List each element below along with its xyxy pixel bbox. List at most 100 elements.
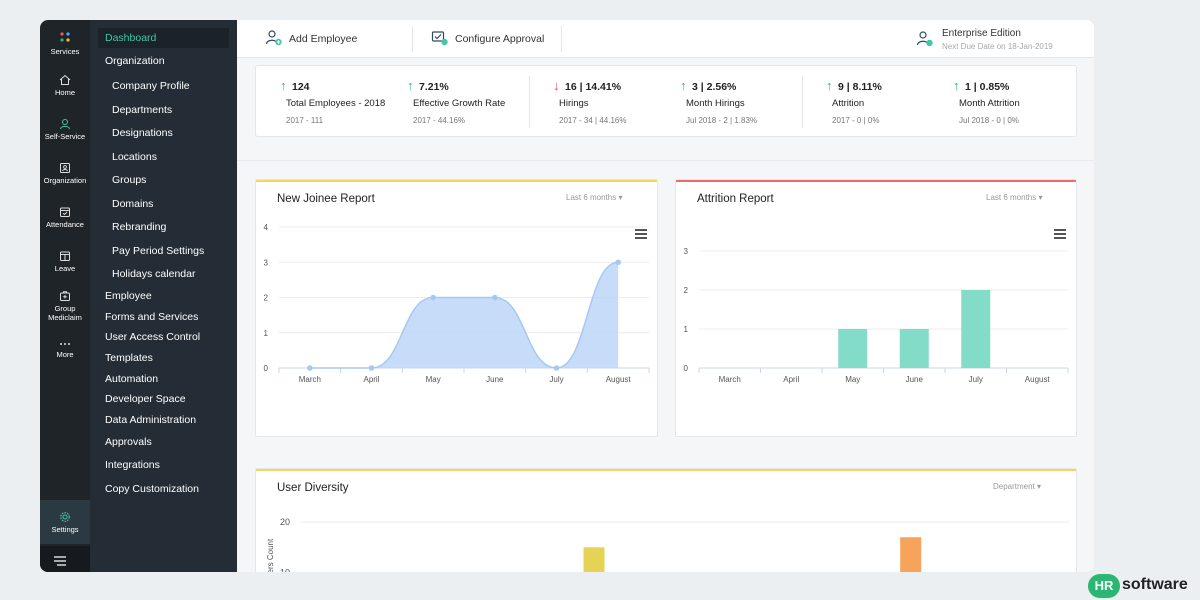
nav-approvals[interactable]: Approvals <box>105 436 152 448</box>
y-tick-label: 1 <box>684 325 689 334</box>
x-tick-label: May <box>845 375 860 384</box>
nav-departments[interactable]: Departments <box>112 104 173 116</box>
nav-holidays-calendar[interactable]: Holidays calendar <box>112 268 196 280</box>
rail-services[interactable]: Services <box>40 31 90 56</box>
card-accent-line <box>256 180 657 182</box>
x-tick-label: July <box>549 375 563 384</box>
dropdown-caret-icon: ▾ <box>1037 482 1042 491</box>
edition-user-icon <box>916 31 933 47</box>
brand-logo: HR <box>1088 574 1120 598</box>
nav-automation[interactable]: Automation <box>105 373 159 385</box>
menu-toggle[interactable] <box>40 546 90 572</box>
configure-approval-button[interactable]: Configure Approval <box>431 20 544 58</box>
nav-copy-customization[interactable]: Copy Customization <box>105 483 199 495</box>
x-tick-label: March <box>299 375 321 384</box>
stat-label: Month Hirings <box>686 98 745 109</box>
nav-rebranding[interactable]: Rebranding <box>112 221 167 233</box>
rail-attendance[interactable]: Attendance <box>40 206 90 229</box>
settings-nav: Dashboard Organization Company Profile D… <box>90 20 237 572</box>
nav-domains[interactable]: Domains <box>112 198 154 210</box>
approval-icon <box>431 31 448 46</box>
due-date: Next Due Date on 18-Jan-2019 <box>942 42 1053 51</box>
nav-locations[interactable]: Locations <box>112 151 157 163</box>
stat-label: Total Employees - 2018 <box>286 98 386 109</box>
nav-groups[interactable]: Groups <box>112 174 147 186</box>
stat-value: ↑ 7.21% <box>407 78 449 93</box>
rail-group-mediclaim[interactable]: Group Mediclaim <box>40 290 90 322</box>
y-axis-label: Users Count <box>266 538 275 572</box>
brand-name: software <box>1122 576 1188 593</box>
services-icon <box>60 32 70 42</box>
nav-user-access-control[interactable]: User Access Control <box>105 331 201 343</box>
rail-leave[interactable]: Leave <box>40 250 90 273</box>
x-tick-label: April <box>363 375 379 384</box>
stat-value: ↑ 124 <box>280 78 310 93</box>
period-filter[interactable]: Last 6 months ▾ <box>566 193 623 202</box>
data-point <box>430 294 436 301</box>
filter-label: Last 6 months <box>566 193 617 202</box>
y-tick-label: 0 <box>684 364 689 373</box>
nav-designations[interactable]: Designations <box>112 127 173 139</box>
data-point <box>368 365 375 371</box>
stat-label: Month Attrition <box>959 98 1020 109</box>
data-point <box>615 259 621 266</box>
x-tick-label: March <box>719 375 741 384</box>
rail-more-label: More <box>56 350 74 359</box>
user-diversity-card: User Diversity Department ▾ 10 20 Users Co… <box>255 468 1077 572</box>
bar <box>899 329 929 368</box>
stat-value-text: 1 | 0.85% <box>965 81 1010 93</box>
stat-total-employees: ↑ 124 Total Employees - 2018 2017 - 111 <box>280 66 405 138</box>
y-tick-label: 10 <box>280 568 290 572</box>
nav-developer-space[interactable]: Developer Space <box>105 393 186 405</box>
stat-separator <box>802 76 803 128</box>
chart-menu-icon[interactable] <box>1054 229 1066 239</box>
trend-up-icon: ↑ <box>826 78 833 93</box>
x-tick-label: May <box>426 375 441 384</box>
nav-forms-and-services[interactable]: Forms and Services <box>105 311 199 323</box>
x-tick-label: June <box>906 375 924 384</box>
rail-self-service[interactable]: Self-Service <box>40 118 90 141</box>
card-accent-line <box>256 469 1076 471</box>
y-tick-label: 1 <box>264 329 269 338</box>
more-icon <box>60 343 70 345</box>
attendance-icon <box>60 207 70 217</box>
nav-company-profile[interactable]: Company Profile <box>112 80 190 92</box>
nav-organization[interactable]: Organization <box>105 55 165 67</box>
add-employee-button[interactable]: Add Employee <box>265 20 357 58</box>
stat-sub: 2017 - 0 | 0% <box>832 116 880 125</box>
rail-services-label: Services <box>50 47 80 56</box>
card-accent-line <box>676 180 1076 182</box>
card-title: User Diversity <box>277 482 349 494</box>
top-toolbar: Add Employee Configure Approval Enterpri… <box>237 20 1094 58</box>
filter-label: Last 6 months <box>986 193 1037 202</box>
new-joinee-chart: 0 1 2 3 4 March April May June July August <box>264 223 650 384</box>
stat-hirings: ↓ 16 | 14.41% Hirings 2017 - 34 | 44.16% <box>553 66 678 138</box>
bar <box>583 547 605 572</box>
rail-settings[interactable]: Settings <box>40 500 90 544</box>
period-filter[interactable]: Last 6 months ▾ <box>986 193 1043 202</box>
stat-value-text: 7.21% <box>419 81 449 93</box>
y-tick-label: 4 <box>264 223 269 232</box>
stat-attrition: ↑ 9 | 8.11% Attrition 2017 - 0 | 0% <box>826 66 951 138</box>
rail-more[interactable]: More <box>40 340 90 359</box>
rail-organization[interactable]: Organization <box>40 162 90 185</box>
y-tick-label: 20 <box>280 517 290 527</box>
stat-value: ↑ 3 | 2.56% <box>680 78 736 93</box>
nav-dashboard[interactable]: Dashboard <box>98 28 229 48</box>
nav-pay-period-settings[interactable]: Pay Period Settings <box>112 245 205 257</box>
department-filter[interactable]: Department ▾ <box>993 482 1041 491</box>
app-window: Services Home Self-Service Organization … <box>40 20 1094 572</box>
stat-sub: 2017 - 44.16% <box>413 116 466 125</box>
brand-watermark: HR software <box>1088 572 1196 600</box>
nav-templates[interactable]: Templates <box>105 352 153 364</box>
mediclaim-icon <box>60 291 70 301</box>
chart-menu-icon[interactable] <box>635 229 647 239</box>
nav-integrations[interactable]: Integrations <box>105 459 160 471</box>
stat-separator <box>529 76 530 128</box>
attrition-card: Attrition Report Last 6 months ▾ 0 1 2 3 Mar… <box>675 179 1077 437</box>
rail-home[interactable]: Home <box>40 74 90 97</box>
data-point <box>553 365 560 371</box>
nav-data-administration[interactable]: Data Administration <box>105 414 197 426</box>
nav-employee[interactable]: Employee <box>105 290 152 302</box>
stat-value-text: 124 <box>292 81 310 93</box>
